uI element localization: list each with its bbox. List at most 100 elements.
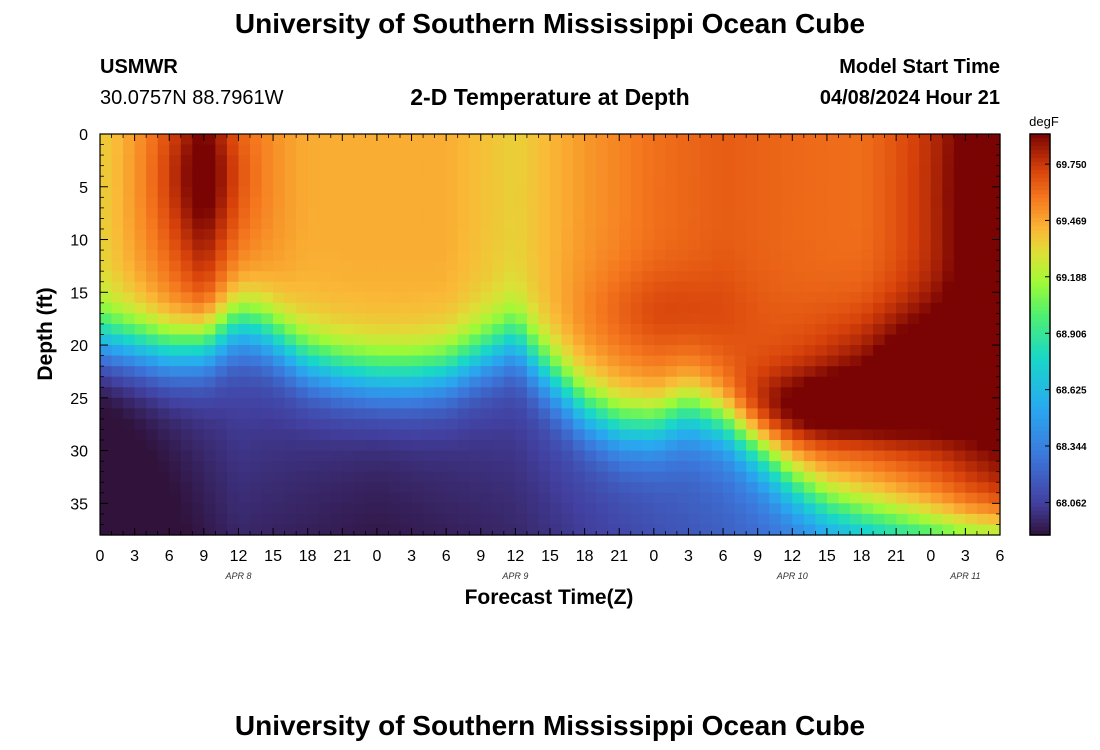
heatmap-cell [342, 313, 355, 325]
heatmap-cell [146, 250, 159, 262]
heatmap-cell [965, 144, 978, 156]
heatmap-cell [284, 207, 297, 220]
heatmap-cell [850, 345, 863, 357]
heatmap-cell [803, 313, 816, 325]
heatmap-cell [573, 461, 586, 473]
heatmap-cell [146, 323, 159, 336]
heatmap-cell [630, 418, 643, 431]
heatmap-cell [769, 186, 782, 198]
heatmap-cell [169, 334, 182, 346]
heatmap-cell [780, 376, 793, 388]
heatmap-cell [907, 524, 920, 536]
heatmap-cell [480, 302, 493, 314]
heatmap-cell [480, 155, 493, 167]
colorbar-segment [1030, 342, 1050, 348]
heatmap-cell [157, 313, 170, 325]
heatmap-cell [376, 387, 390, 399]
heatmap-cell [838, 323, 851, 336]
heatmap-cell [757, 218, 770, 230]
heatmap-cell [238, 492, 251, 504]
heatmap-cell [411, 492, 424, 504]
heatmap-cell [503, 165, 516, 177]
heatmap-cell [446, 450, 459, 462]
heatmap-cell [123, 302, 136, 314]
heatmap-cell [111, 292, 124, 304]
heatmap-cell [907, 207, 920, 220]
heatmap-cell [676, 397, 690, 409]
heatmap-cell [953, 376, 966, 388]
heatmap-cell [215, 429, 228, 441]
heatmap-cell [503, 186, 516, 198]
colorbar-segment [1030, 458, 1050, 464]
heatmap-cell [434, 387, 447, 399]
heatmap-cell [515, 281, 528, 293]
heatmap-cell [538, 345, 551, 357]
heatmap-cell [919, 334, 932, 346]
heatmap-cell [953, 228, 966, 241]
heatmap-cell [273, 429, 286, 441]
heatmap-cell [711, 524, 724, 536]
heatmap-cell [550, 250, 563, 262]
heatmap-cell [596, 313, 609, 325]
heatmap-cell [930, 334, 943, 346]
heatmap-cell [723, 397, 736, 409]
heatmap-cell [457, 218, 470, 230]
heatmap-cell [123, 197, 136, 209]
heatmap-cell [192, 366, 205, 378]
heatmap-cell [146, 376, 159, 388]
heatmap-cell [330, 186, 343, 198]
heatmap-cell [596, 376, 609, 388]
heatmap-cell [457, 524, 470, 536]
heatmap-cell [203, 260, 216, 272]
heatmap-cell [411, 260, 424, 272]
heatmap-cell [261, 482, 274, 494]
heatmap-cell [826, 429, 840, 441]
heatmap-cell [261, 144, 274, 156]
heatmap-cell [815, 471, 828, 483]
heatmap-cell [769, 250, 782, 262]
heatmap-cell [273, 228, 286, 241]
heatmap-cell [815, 482, 828, 494]
heatmap-cell [884, 260, 897, 272]
heatmap-cell [584, 471, 597, 483]
heatmap-cell [100, 239, 113, 251]
heatmap-cell [769, 165, 782, 177]
heatmap-cell [169, 461, 182, 473]
heatmap-cell [169, 134, 182, 146]
heatmap-cell [642, 165, 655, 177]
heatmap-cell [619, 207, 632, 220]
heatmap-cell [734, 461, 747, 473]
heatmap-cell [907, 134, 920, 146]
heatmap-cell [411, 461, 424, 473]
heatmap-cell [538, 144, 551, 156]
heatmap-cell [342, 418, 355, 431]
heatmap-cell [538, 513, 551, 526]
heatmap-cell [723, 271, 736, 283]
heatmap-cell [953, 134, 966, 146]
heatmap-cell [619, 144, 632, 156]
heatmap-cell [976, 387, 990, 399]
heatmap-cell [850, 387, 863, 399]
heatmap-cell [353, 155, 366, 167]
heatmap-cell [526, 450, 540, 462]
heatmap-cell [250, 323, 263, 336]
heatmap-cell [284, 366, 297, 378]
heatmap-cell [180, 281, 193, 293]
heatmap-cell [688, 292, 701, 304]
heatmap-cell [503, 524, 516, 536]
heatmap-cell [480, 144, 493, 156]
heatmap-cell [134, 176, 147, 188]
heatmap-cell [584, 461, 597, 473]
heatmap-cell [653, 429, 666, 441]
heatmap-cell [100, 207, 113, 220]
heatmap-cell [965, 482, 978, 494]
heatmap-cell [515, 144, 528, 156]
heatmap-cell [561, 271, 574, 283]
heatmap-cell [907, 323, 920, 336]
heatmap-cell [700, 250, 713, 262]
heatmap-cell [480, 165, 493, 177]
heatmap-cell [630, 260, 643, 272]
heatmap-cell [907, 271, 920, 283]
heatmap-cell [157, 450, 170, 462]
heatmap-cell [203, 144, 216, 156]
